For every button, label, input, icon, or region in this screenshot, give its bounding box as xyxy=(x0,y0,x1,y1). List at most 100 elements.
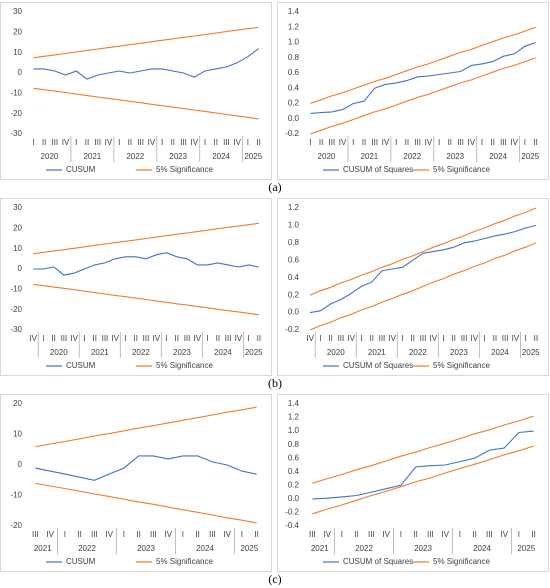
series-line xyxy=(35,406,257,448)
x-tick-label: I xyxy=(309,138,311,147)
year-label: 2022 xyxy=(132,348,150,357)
year-label: 2025 xyxy=(521,152,539,161)
x-tick-label: II xyxy=(448,138,452,147)
x-tick-label: I xyxy=(395,138,397,147)
year-label: 2024 xyxy=(212,152,230,161)
x-tick-label: IV xyxy=(194,334,202,343)
year-label: 2021 xyxy=(311,544,329,553)
y-tick-label: -30 xyxy=(10,129,22,138)
x-tick-label: IV xyxy=(429,334,437,343)
x-tick-label: III xyxy=(150,530,157,539)
x-tick-label: IV xyxy=(164,530,172,539)
y-tick-label: 0.0 xyxy=(288,494,300,503)
x-tick-label: II xyxy=(51,334,55,343)
series-line xyxy=(33,87,259,120)
year-label: 2022 xyxy=(355,544,373,553)
x-tick-label: I xyxy=(400,530,402,539)
x-tick-label: II xyxy=(413,530,417,539)
x-tick-label: I xyxy=(182,530,184,539)
x-tick-label: II xyxy=(128,138,132,147)
x-tick-label: II xyxy=(216,334,220,343)
x-tick-label: II xyxy=(354,530,358,539)
x-tick-label: III xyxy=(137,138,144,147)
chart-frame xyxy=(277,394,549,572)
year-label: 2023 xyxy=(169,152,187,161)
legend-label: CUSUM xyxy=(66,165,96,174)
x-tick-label: IV xyxy=(223,530,231,539)
series-line xyxy=(310,26,536,105)
chart-frame xyxy=(0,394,272,572)
year-label: 2023 xyxy=(450,348,468,357)
y-tick-label: 1.4 xyxy=(288,7,300,16)
y-tick-label: 1.0 xyxy=(288,426,300,435)
x-tick-label: II xyxy=(493,334,497,343)
y-tick-label: 0.6 xyxy=(288,68,300,77)
x-tick-label: III xyxy=(309,530,316,539)
year-label: 2020 xyxy=(327,348,345,357)
x-tick-label: I xyxy=(165,334,167,343)
y-tick-label: 20 xyxy=(13,399,22,408)
x-tick-label: I xyxy=(481,138,483,147)
x-tick-label: III xyxy=(500,138,507,147)
chart-frame xyxy=(277,198,549,376)
y-tick-label: -20 xyxy=(10,521,22,530)
x-tick-label: III xyxy=(143,334,150,343)
year-label: 2024 xyxy=(489,152,507,161)
x-tick-label: II xyxy=(257,334,261,343)
x-tick-label: III xyxy=(180,138,187,147)
x-tick-label: II xyxy=(452,334,456,343)
x-tick-label: I xyxy=(161,138,163,147)
x-tick-label: I xyxy=(319,334,321,343)
x-tick-label: I xyxy=(118,138,120,147)
x-tick-label: IV xyxy=(323,530,331,539)
x-tick-label: IV xyxy=(233,138,241,147)
panel-label: (b) xyxy=(268,376,282,390)
x-tick-label: I xyxy=(32,138,34,147)
y-tick-label: 0.2 xyxy=(288,290,300,299)
year-label: 2023 xyxy=(414,544,432,553)
year-label: 2024 xyxy=(214,348,232,357)
y-tick-label: 0.6 xyxy=(288,255,300,264)
x-tick-label: I xyxy=(123,530,125,539)
x-tick-label: IV xyxy=(46,530,54,539)
y-tick-label: -0.4 xyxy=(285,521,299,530)
panel-label: (c) xyxy=(268,572,281,586)
x-tick-label: III xyxy=(461,334,468,343)
x-tick-label: IV xyxy=(512,334,520,343)
x-tick-label: II xyxy=(214,138,218,147)
y-tick-label: 10 xyxy=(13,48,22,57)
x-tick-label: I xyxy=(204,138,206,147)
y-tick-label: 20 xyxy=(13,223,22,232)
legend-label: CUSUM xyxy=(66,361,96,370)
x-tick-label: II xyxy=(195,530,199,539)
year-label: 2023 xyxy=(446,152,464,161)
y-tick-label: 10 xyxy=(13,430,22,439)
x-tick-label: I xyxy=(483,334,485,343)
y-tick-label: 0.0 xyxy=(288,308,300,317)
year-label: 2022 xyxy=(78,544,96,553)
x-tick-label: IV xyxy=(471,334,479,343)
x-tick-label: II xyxy=(134,334,138,343)
legend-label: 5% Significance xyxy=(433,165,490,174)
y-tick-label: 1.2 xyxy=(288,22,300,31)
series-line xyxy=(310,57,536,135)
x-tick-label: III xyxy=(368,530,375,539)
x-tick-label: III xyxy=(502,334,509,343)
year-label: 2022 xyxy=(403,152,421,161)
series-line xyxy=(33,48,259,80)
x-tick-label: I xyxy=(524,138,526,147)
y-tick-label: -10 xyxy=(10,284,22,293)
y-tick-label: 0 xyxy=(18,68,23,77)
y-tick-label: 1.0 xyxy=(288,38,300,47)
y-tick-label: -0.2 xyxy=(285,325,299,334)
year-label: 2024 xyxy=(196,544,214,553)
x-tick-label: II xyxy=(92,334,96,343)
x-tick-label: IV xyxy=(441,530,449,539)
legend-label: CUSUM of Squares xyxy=(343,361,413,370)
x-tick-label: IV xyxy=(382,138,390,147)
year-label: 2025 xyxy=(240,544,258,553)
series-line xyxy=(35,482,257,524)
x-tick-label: IV xyxy=(382,530,390,539)
x-tick-label: I xyxy=(524,334,526,343)
y-tick-label: 1.0 xyxy=(288,221,300,230)
